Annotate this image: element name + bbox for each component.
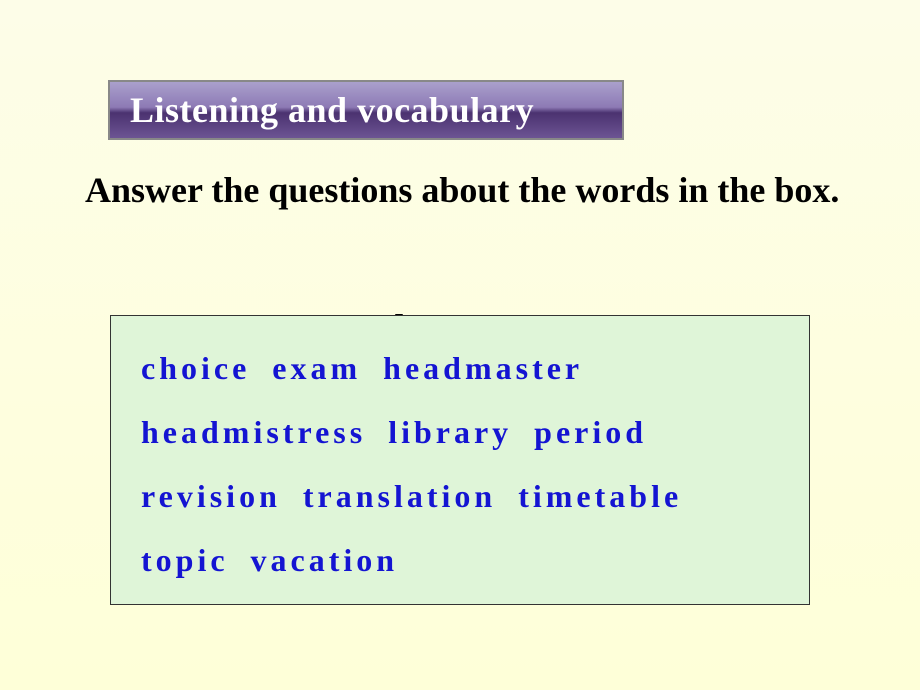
title-banner: Listening and vocabulary [108, 80, 624, 140]
instruction-text: Answer the questions about the words in … [85, 160, 845, 221]
vocabulary-words: choice exam headmaster headmistress libr… [141, 336, 779, 592]
title-text: Listening and vocabulary [130, 89, 534, 131]
word-box: choice exam headmaster headmistress libr… [110, 315, 810, 605]
